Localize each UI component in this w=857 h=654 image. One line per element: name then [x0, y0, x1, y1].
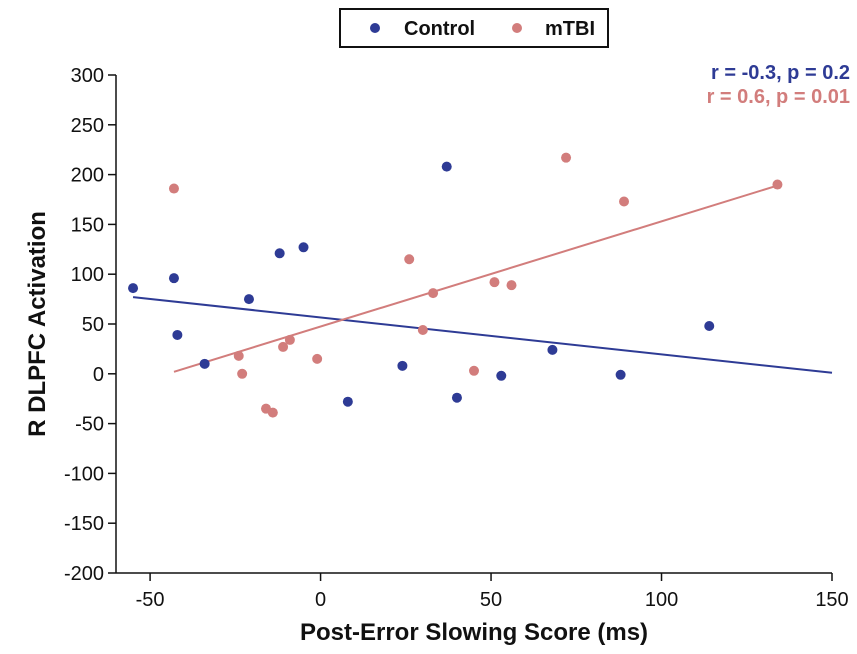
legend-marker-mtbi: [512, 23, 522, 33]
data-point-mtbi: [772, 179, 783, 190]
y-tick-label: 300: [71, 65, 104, 87]
data-point-control: [496, 370, 507, 381]
fit-line-control: [132, 296, 833, 374]
axes: 300 250 200 150 100 50 0 -50 -100 -150 -200 -50 0 50…: [64, 65, 849, 611]
x-tick-label: -50: [136, 589, 165, 611]
y-tick-label: 200: [71, 165, 104, 187]
legend-label-control: Control: [404, 18, 475, 40]
data-point-control: [274, 248, 285, 259]
y-tick-label: -200: [64, 563, 104, 585]
fit-line-mtbi: [173, 184, 778, 373]
data-point-control: [298, 242, 309, 253]
data-point-mtbi: [489, 277, 500, 288]
y-ticks: 300 250 200 150 100 50 0 -50 -100 -150 -200: [64, 65, 116, 585]
data-point-mtbi: [506, 280, 517, 291]
data-point-mtbi: [561, 152, 572, 163]
data-point-control: [441, 161, 452, 172]
x-tick-label: 100: [645, 589, 678, 611]
legend: Control mTBI: [339, 8, 609, 48]
x-tick-label: 50: [480, 589, 502, 611]
data-point-control: [615, 369, 626, 380]
data-point-control: [342, 396, 353, 407]
data-point-control: [199, 358, 210, 369]
fit-lines: [132, 184, 833, 374]
data-point-mtbi: [284, 334, 295, 345]
data-point-control: [168, 273, 179, 284]
legend-box: [339, 8, 609, 48]
data-point-mtbi: [278, 341, 289, 352]
y-tick-label: 100: [71, 264, 104, 286]
data-point-mtbi: [417, 324, 428, 335]
y-tick-label: 150: [71, 214, 104, 236]
stat-mtbi: r = 0.6, p = 0.01: [707, 86, 850, 108]
data-point-control: [243, 294, 254, 305]
data-point-mtbi: [168, 183, 179, 194]
data-point-mtbi: [404, 254, 415, 265]
data-point-control: [172, 329, 183, 340]
x-ticks: -50 0 50 100 150: [136, 573, 849, 611]
data-point-control: [451, 392, 462, 403]
x-tick-label: 0: [315, 589, 326, 611]
data-point-mtbi: [267, 407, 278, 418]
data-point-control: [704, 320, 715, 331]
data-point-control: [128, 283, 139, 294]
legend-label-mtbi: mTBI: [545, 18, 595, 40]
y-tick-label: -50: [75, 414, 104, 436]
data-point-mtbi: [469, 365, 479, 376]
data-points: [128, 152, 783, 418]
y-tick-label: 50: [82, 314, 104, 336]
data-point-control: [547, 344, 558, 355]
y-tick-label: 0: [93, 364, 104, 386]
x-axis-title: Post-Error Slowing Score (ms): [300, 619, 648, 646]
data-point-mtbi: [312, 353, 323, 364]
data-point-mtbi: [428, 288, 439, 299]
data-point-control: [397, 360, 408, 371]
stat-control: r = -0.3, p = 0.2: [711, 62, 850, 84]
y-tick-label: 250: [71, 115, 104, 137]
data-point-mtbi: [619, 196, 630, 207]
x-tick-label: 150: [815, 589, 848, 611]
data-point-mtbi: [237, 368, 248, 379]
legend-marker-control: [370, 23, 380, 33]
y-tick-label: -100: [64, 463, 104, 485]
data-point-mtbi: [233, 350, 244, 361]
y-axis-title: R DLPFC Activation: [24, 211, 51, 437]
y-tick-label: -150: [64, 513, 104, 535]
